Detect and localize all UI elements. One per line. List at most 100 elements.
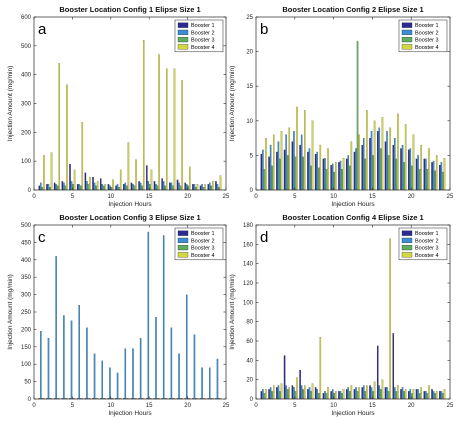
panel-letter: c [38, 229, 46, 246]
bar-booster-4-hour-23 [435, 155, 438, 191]
x-tick-label: 20 [184, 403, 191, 409]
bar-booster-2-hour-24 [216, 358, 219, 400]
chart-panel-a: 0 5 10 15 20 25 0 100 200 300 400 500 600 Booster Loc… [7, 5, 230, 208]
bar-booster-4-hour-8 [96, 181, 99, 191]
bar-booster-1-hour-1 [260, 153, 263, 191]
bar-booster-1-hour-13 [130, 182, 133, 191]
bar-booster-4-hour-5 [73, 169, 76, 191]
bar-booster-1-hour-3 [276, 151, 278, 191]
chart-panel-b: 0 5 10 15 20 25 0 5 10 15 20 25 Booster Location Con… [229, 5, 454, 208]
bar-booster-4-hour-13 [358, 134, 360, 191]
bar-booster-2-hour-4 [63, 315, 65, 400]
y-tick-label: 20 [246, 378, 253, 384]
panel-letter: d [260, 229, 268, 246]
bar-booster-3-hour-3 [279, 391, 281, 400]
bar-booster-2-hour-5 [70, 181, 73, 191]
bar-booster-2-hour-16 [378, 127, 381, 191]
y-tick-label: 100 [21, 159, 32, 165]
x-axis-label: Injection Hours [108, 410, 152, 417]
x-tick-label: 5 [71, 194, 75, 200]
bar-booster-2-hour-13 [132, 184, 134, 191]
bar-booster-3-hour-13 [133, 185, 136, 191]
bar-booster-3-hour-6 [302, 389, 304, 400]
bar-booster-2-hour-17 [162, 181, 165, 191]
bar-booster-2-hour-8 [93, 353, 96, 400]
bar-booster-4-hour-2 [50, 152, 53, 191]
bar-booster-1-hour-24 [439, 391, 441, 400]
bar-booster-3-hour-9 [325, 169, 328, 191]
bar-booster-4-hour-14 [366, 385, 368, 400]
bar-booster-2-hour-23 [432, 160, 435, 191]
bar-booster-4-hour-9 [327, 148, 329, 191]
bar-booster-2-hour-11 [339, 391, 342, 400]
bar-booster-2-hour-5 [293, 387, 295, 400]
bar-booster-2-hour-3 [277, 385, 280, 400]
bar-booster-1-hour-9 [99, 178, 102, 191]
x-tick-label: 5 [293, 194, 297, 200]
bar-booster-2-hour-4 [285, 385, 287, 400]
bar-booster-1-hour-6 [299, 369, 301, 400]
y-tick-label: 180 [243, 223, 254, 229]
bar-booster-1-hour-13 [353, 389, 356, 400]
bar-booster-1-hour-7 [307, 389, 309, 400]
bar-booster-2-hour-21 [417, 155, 419, 191]
bar-booster-4-hour-6 [304, 110, 306, 191]
bar-booster-3-hour-11 [341, 393, 343, 400]
legend-swatch [401, 245, 413, 251]
bar-booster-3-hour-13 [356, 391, 359, 400]
legend-entry: Booster 3 [191, 38, 215, 44]
bar-booster-2-hour-1 [262, 389, 264, 400]
bar-booster-3-hour-6 [80, 185, 82, 191]
y-tick-label: 20 [246, 50, 253, 56]
legend-swatch [401, 37, 413, 43]
x-axis-label: Injection Hours [331, 410, 375, 417]
bar-booster-4-hour-22 [428, 385, 430, 400]
bar-booster-4-hour-10 [112, 179, 114, 191]
bar-booster-2-hour-16 [155, 317, 157, 400]
legend-entry: Booster 4 [191, 253, 215, 259]
bar-booster-1-hour-16 [153, 181, 156, 191]
bar-booster-3-hour-7 [310, 391, 312, 400]
bar-booster-4-hour-8 [319, 337, 322, 400]
x-tick-label: 15 [369, 403, 376, 409]
bar-booster-1-hour-4 [283, 149, 286, 191]
bar-booster-1-hour-22 [423, 391, 426, 400]
bar-booster-4-hour-15 [373, 120, 376, 191]
bar-booster-4-hour-20 [412, 134, 415, 191]
bar-booster-2-hour-16 [378, 385, 381, 400]
chart-title: Booster Location Config 4 Elipse Size 1 [282, 213, 423, 222]
bar-booster-1-hour-15 [369, 138, 371, 191]
chart-panel-d: 0 5 10 15 20 25 0 20 40 60 80 100 120 140 160 180 Booste… [229, 213, 454, 417]
bar-booster-1-hour-4 [283, 355, 286, 400]
bar-booster-2-hour-18 [394, 138, 396, 191]
x-tick-label: 20 [408, 403, 415, 409]
bar-booster-4-hour-14 [366, 110, 368, 191]
bar-booster-2-hour-21 [417, 389, 419, 400]
bar-booster-2-hour-6 [78, 184, 80, 191]
bar-booster-2-hour-12 [124, 182, 127, 191]
bar-booster-1-hour-22 [199, 185, 202, 191]
bar-booster-4-hour-19 [404, 389, 407, 400]
legend-swatch [177, 252, 189, 258]
bar-booster-4-hour-16 [158, 54, 160, 191]
bar-booster-1-hour-23 [431, 389, 433, 400]
bar-booster-3-hour-8 [95, 185, 97, 191]
bar-booster-1-hour-10 [330, 165, 332, 191]
legend-swatch [177, 29, 189, 35]
bar-booster-2-hour-20 [185, 184, 188, 191]
bar-booster-1-hour-6 [299, 144, 301, 191]
legend-entry: Booster 2 [415, 238, 439, 244]
bar-booster-2-hour-17 [162, 235, 165, 400]
y-tick-label: 100 [243, 300, 254, 306]
bar-booster-1-hour-21 [415, 158, 418, 191]
legend-entry: Booster 2 [415, 30, 439, 36]
bar-booster-3-hour-22 [426, 393, 429, 400]
bar-booster-3-hour-18 [395, 391, 398, 400]
legend-entry: Booster 1 [415, 231, 439, 237]
bar-booster-2-hour-2 [47, 184, 50, 191]
bar-booster-1-hour-7 [307, 151, 309, 191]
bar-booster-4-hour-7 [89, 176, 91, 191]
bar-booster-2-hour-11 [339, 160, 342, 191]
bar-booster-2-hour-12 [347, 387, 349, 400]
